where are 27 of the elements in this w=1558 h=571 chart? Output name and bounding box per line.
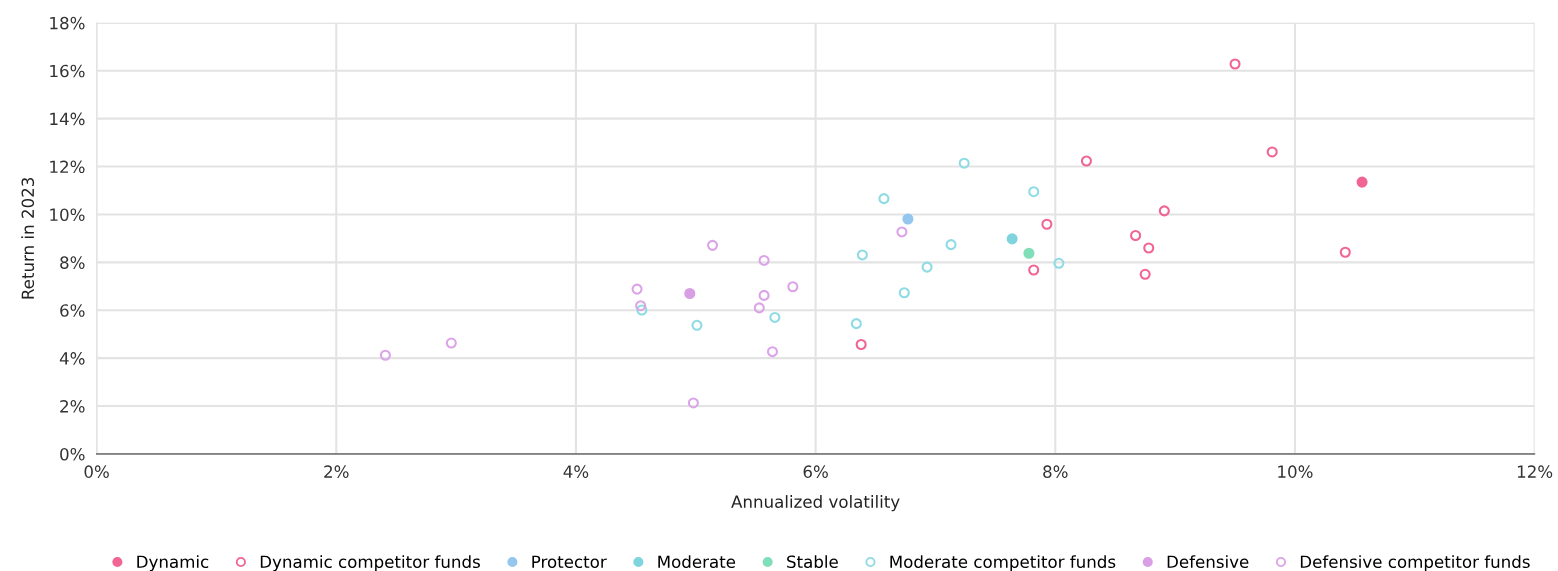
y-tick-label: 18% bbox=[50, 16, 85, 30]
y-tick-label: 14% bbox=[50, 112, 85, 126]
y-tick-label: 12% bbox=[50, 160, 85, 174]
y-tick-label: 2% bbox=[60, 400, 85, 413]
x-tick-label: 8% bbox=[1043, 465, 1068, 478]
y-tick-label: 8% bbox=[60, 256, 85, 269]
x-tick-label: 4% bbox=[563, 465, 589, 478]
x-tick-label: 6% bbox=[803, 465, 828, 478]
legend-label: Defensive bbox=[1167, 555, 1249, 569]
legend-label: Dynamic bbox=[137, 555, 209, 571]
x-tick-label: 12% bbox=[1517, 465, 1553, 478]
x-tick-label: 10% bbox=[1278, 465, 1313, 478]
y-axis-title: Return in 2023 bbox=[21, 177, 35, 299]
legend-label: Moderate competitor funds bbox=[890, 555, 1116, 571]
y-tick-label: 4% bbox=[59, 352, 85, 365]
x-tick-label: 2% bbox=[324, 465, 349, 478]
x-axis-title: Annualized volatility bbox=[731, 495, 900, 512]
y-tick-label: 16% bbox=[50, 64, 85, 78]
legend-label: Protector bbox=[532, 555, 607, 569]
legend-label: Moderate bbox=[658, 555, 736, 569]
y-tick-label: 6% bbox=[60, 304, 85, 317]
y-tick-label: 0% bbox=[60, 447, 85, 461]
legend-label: Stable bbox=[787, 555, 838, 569]
y-tick-label: 10% bbox=[50, 208, 85, 222]
x-tick-label: 0% bbox=[84, 465, 109, 478]
legend-label: Dynamic competitor funds bbox=[260, 555, 480, 571]
legend-label: Defensive competitor funds bbox=[1300, 555, 1530, 571]
